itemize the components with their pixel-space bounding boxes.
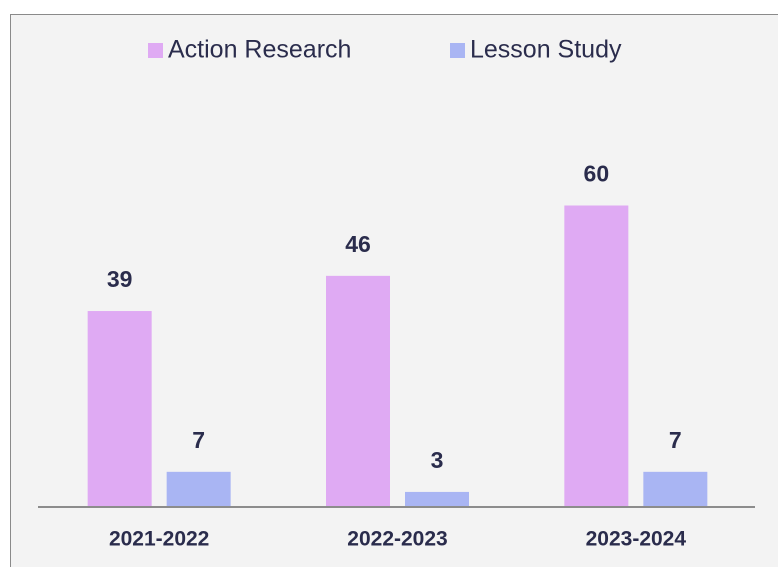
legend-label: Action Research	[168, 36, 351, 64]
bar	[87, 311, 152, 507]
data-label: 3	[431, 447, 444, 473]
x-tick-label: 2021-2022	[109, 528, 209, 551]
bar	[405, 491, 469, 507]
data-label: 7	[192, 427, 205, 453]
data-label: 46	[345, 231, 371, 257]
bar	[643, 471, 708, 507]
data-label: 39	[107, 266, 133, 292]
bar	[326, 275, 390, 507]
bar	[564, 205, 629, 507]
legend-label: Lesson Study	[470, 36, 622, 64]
bar	[166, 471, 231, 507]
x-tick-label: 2023-2024	[586, 528, 687, 551]
legend-swatch	[148, 43, 163, 58]
x-tick-label: 2022-2023	[347, 528, 447, 551]
data-label: 7	[669, 427, 682, 453]
data-label: 60	[584, 161, 610, 187]
legend-swatch	[450, 43, 465, 58]
